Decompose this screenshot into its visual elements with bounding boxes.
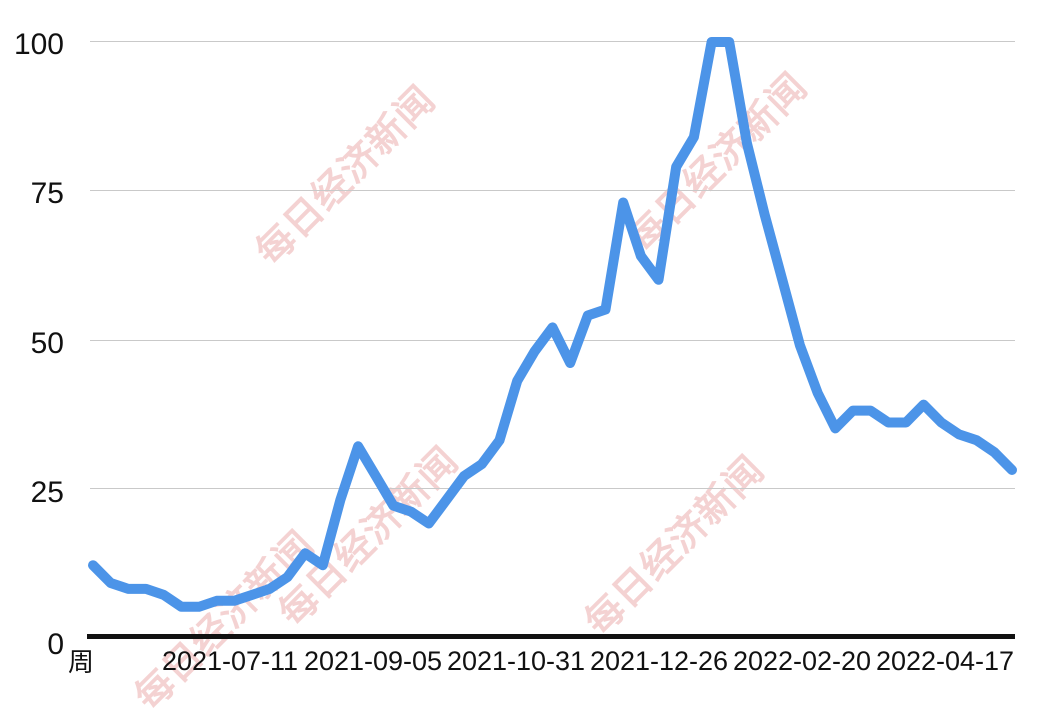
trend-line (88, 37, 1017, 612)
x-axis-tick-label: 2022-02-20 (732, 646, 872, 676)
x-axis-tick-label: 2022-04-17 (875, 646, 1015, 676)
y-axis-tick-label-25: 25 (30, 476, 64, 509)
gridline-25 (90, 488, 1015, 489)
x-axis-tick-label: 2021-10-31 (446, 646, 586, 676)
gridline-50 (90, 340, 1015, 341)
plot-area (88, 37, 1017, 612)
y-axis-tick-label-50: 50 (30, 327, 64, 360)
y-axis-tick-label-0: 0 (47, 628, 64, 661)
x-axis-tick-label: 2021-09-05 (303, 646, 443, 676)
gridline-100 (90, 41, 1015, 42)
x-axis-line (87, 634, 1015, 639)
x-axis-tick-label: 2021-07-11 (161, 646, 299, 676)
x-axis-unit-label: 周 (68, 647, 95, 677)
gridline-75 (90, 190, 1015, 191)
y-axis-tick-label-75: 75 (30, 177, 64, 210)
y-axis-tick-label-100: 100 (13, 28, 64, 61)
x-axis-tick-label: 2021-12-26 (589, 646, 729, 676)
